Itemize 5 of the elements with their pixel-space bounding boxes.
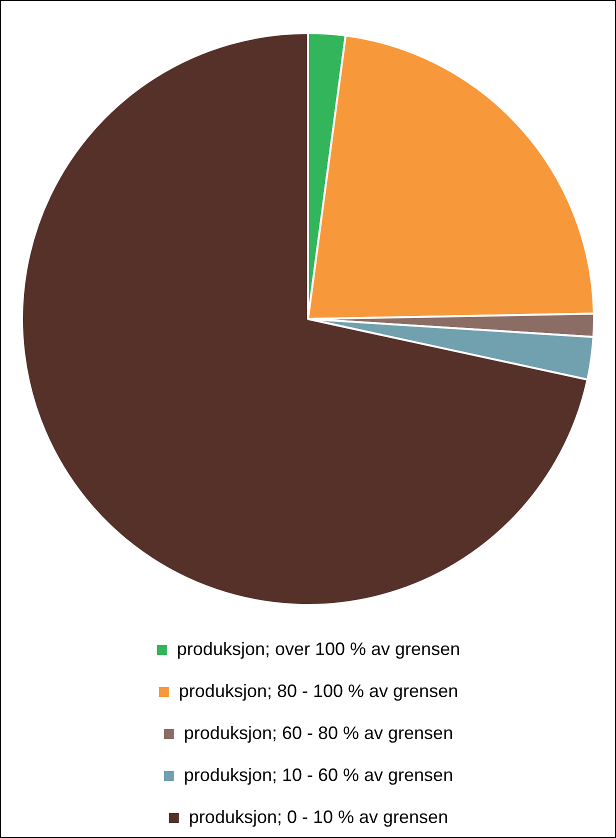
legend-label: produksjon; over 100 % av grensen [176, 638, 460, 659]
legend-label: produksjon; 10 - 60 % av grensen [184, 764, 454, 785]
legend-label: produksjon; 0 - 10 % av grensen [188, 806, 448, 827]
legend-label: produksjon; 80 - 100 % av grensen [178, 680, 458, 701]
legend-label: produksjon; 60 - 80 % av grensen [184, 722, 454, 743]
